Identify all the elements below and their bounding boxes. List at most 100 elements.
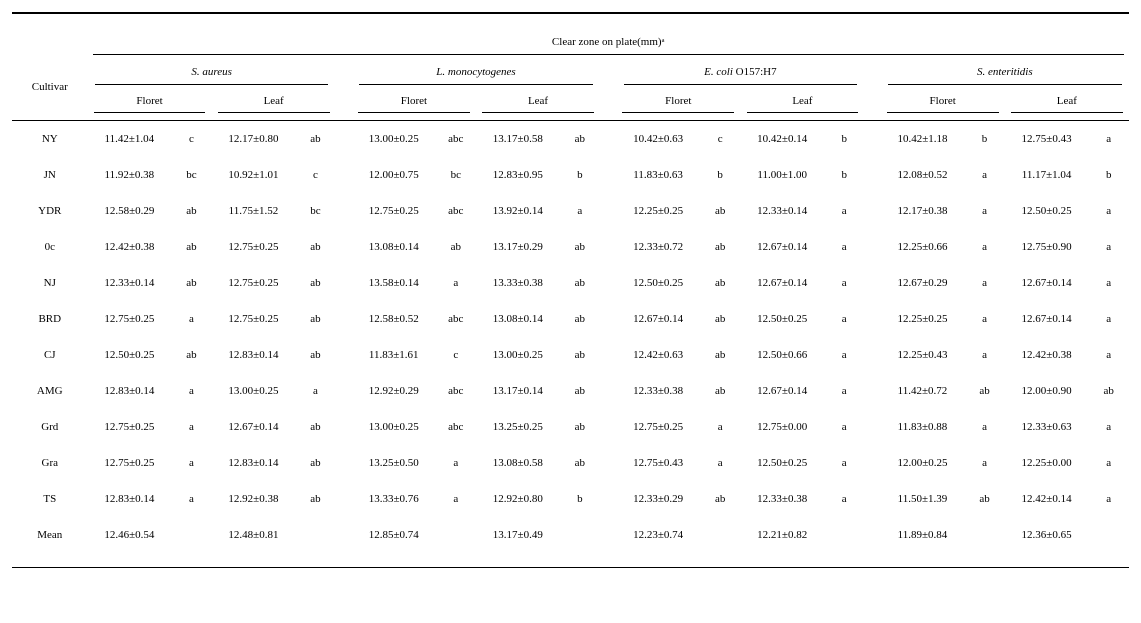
cultivar-cell: Gra bbox=[12, 445, 88, 481]
value-cell: 12.83±0.95 bbox=[476, 157, 560, 193]
sig-cell: ab bbox=[295, 481, 335, 517]
table-row bbox=[12, 553, 1129, 568]
group-header: S. enteritidis bbox=[888, 61, 1121, 85]
cultivar-cell: BRD bbox=[12, 301, 88, 337]
gap-cell bbox=[864, 157, 880, 193]
value-cell: 12.08±0.52 bbox=[881, 157, 965, 193]
table-row: AMG12.83±0.14a13.00±0.25a12.92±0.29abc13… bbox=[12, 373, 1129, 409]
sig-cell: a bbox=[964, 301, 1004, 337]
group-header: L. monocytogenes bbox=[359, 61, 592, 85]
value-cell: 12.33±0.38 bbox=[616, 373, 700, 409]
value-cell: 12.75±0.43 bbox=[1005, 121, 1089, 157]
gap-cell bbox=[600, 373, 616, 409]
sig-cell: ab bbox=[700, 229, 740, 265]
value-cell: 12.75±0.90 bbox=[1005, 229, 1089, 265]
value-cell: 12.50±0.25 bbox=[1005, 193, 1089, 229]
table-row: Cultivar S. aureus L. monocytogenes E. c… bbox=[12, 58, 1129, 88]
value-cell: 10.92±1.01 bbox=[212, 157, 296, 193]
value-cell: 12.67±0.14 bbox=[1005, 265, 1089, 301]
sig-cell: b bbox=[560, 157, 600, 193]
sig-cell bbox=[560, 517, 600, 553]
sig-cell: ab bbox=[295, 121, 335, 157]
sig-cell: b bbox=[964, 121, 1004, 157]
value-cell: 12.25±0.66 bbox=[881, 229, 965, 265]
gap-cell bbox=[864, 445, 880, 481]
cultivar-cell: 0c bbox=[12, 229, 88, 265]
sig-cell: b bbox=[824, 121, 864, 157]
sig-cell: ab bbox=[700, 373, 740, 409]
value-cell: 11.89±0.84 bbox=[881, 517, 965, 553]
sig-cell: a bbox=[1088, 265, 1129, 301]
sig-cell: ab bbox=[295, 445, 335, 481]
sig-cell: ab bbox=[295, 301, 335, 337]
sig-cell: abc bbox=[436, 373, 476, 409]
sig-cell: a bbox=[171, 445, 211, 481]
value-cell: 13.08±0.14 bbox=[476, 301, 560, 337]
sig-cell: ab bbox=[560, 229, 600, 265]
gap-cell bbox=[600, 517, 616, 553]
value-cell: 11.83±0.63 bbox=[616, 157, 700, 193]
gap-cell bbox=[600, 301, 616, 337]
table-row: YDR12.58±0.29ab11.75±1.52bc12.75±0.25abc… bbox=[12, 193, 1129, 229]
sig-cell: ab bbox=[171, 337, 211, 373]
value-cell: 12.42±0.38 bbox=[1005, 337, 1089, 373]
table-row: TS12.83±0.14a12.92±0.38ab13.33±0.76a12.9… bbox=[12, 481, 1129, 517]
sig-cell: a bbox=[436, 481, 476, 517]
value-cell: 12.75±0.25 bbox=[352, 193, 436, 229]
cultivar-cell: Mean bbox=[12, 517, 88, 553]
value-cell: 12.50±0.25 bbox=[88, 337, 172, 373]
value-cell: 12.42±0.63 bbox=[616, 337, 700, 373]
sig-cell: ab bbox=[560, 337, 600, 373]
sub-header: Leaf bbox=[482, 91, 594, 113]
sig-cell: a bbox=[964, 337, 1004, 373]
value-cell: 10.42±1.18 bbox=[881, 121, 965, 157]
sig-cell: a bbox=[824, 301, 864, 337]
cultivar-cell: NY bbox=[12, 121, 88, 157]
value-cell: 12.17±0.80 bbox=[212, 121, 296, 157]
value-cell: 13.33±0.76 bbox=[352, 481, 436, 517]
sig-cell: a bbox=[824, 265, 864, 301]
value-cell: 13.17±0.49 bbox=[476, 517, 560, 553]
group-header: E. coli O157:H7 bbox=[624, 61, 857, 85]
value-cell: 12.67±0.14 bbox=[740, 373, 824, 409]
cultivar-cell: NJ bbox=[12, 265, 88, 301]
value-cell: 12.75±0.00 bbox=[740, 409, 824, 445]
value-cell: 12.42±0.38 bbox=[88, 229, 172, 265]
cultivar-cell: YDR bbox=[12, 193, 88, 229]
sig-cell: c bbox=[700, 121, 740, 157]
sig-cell: ab bbox=[295, 229, 335, 265]
sig-cell: ab bbox=[171, 265, 211, 301]
sig-cell: a bbox=[1088, 445, 1129, 481]
sig-cell: ab bbox=[560, 121, 600, 157]
value-cell: 12.75±0.25 bbox=[212, 301, 296, 337]
sig-cell: a bbox=[964, 445, 1004, 481]
gap-cell bbox=[336, 229, 352, 265]
value-cell: 12.75±0.25 bbox=[616, 409, 700, 445]
sig-cell: a bbox=[436, 445, 476, 481]
sig-cell: ab bbox=[560, 301, 600, 337]
gap-cell bbox=[864, 481, 880, 517]
value-cell: 12.33±0.63 bbox=[1005, 409, 1089, 445]
gap-cell bbox=[600, 193, 616, 229]
sig-cell: bc bbox=[171, 157, 211, 193]
value-cell: 10.42±0.14 bbox=[740, 121, 824, 157]
sub-header: Floret bbox=[887, 91, 999, 113]
value-cell: 13.17±0.58 bbox=[476, 121, 560, 157]
sub-header: Leaf bbox=[747, 91, 859, 113]
value-cell: 11.00±1.00 bbox=[740, 157, 824, 193]
sig-cell: ab bbox=[560, 409, 600, 445]
value-cell: 11.75±1.52 bbox=[212, 193, 296, 229]
sig-cell: a bbox=[964, 157, 1004, 193]
value-cell: 12.58±0.52 bbox=[352, 301, 436, 337]
sig-cell: ab bbox=[436, 229, 476, 265]
value-cell: 11.83±1.61 bbox=[352, 337, 436, 373]
sig-cell: a bbox=[171, 409, 211, 445]
sig-cell: c bbox=[171, 121, 211, 157]
sig-cell: a bbox=[964, 409, 1004, 445]
cultivar-cell: JN bbox=[12, 157, 88, 193]
gap-cell bbox=[600, 409, 616, 445]
sig-cell: a bbox=[560, 193, 600, 229]
sig-cell: bc bbox=[436, 157, 476, 193]
table-row: NJ12.33±0.14ab12.75±0.25ab13.58±0.14a13.… bbox=[12, 265, 1129, 301]
sub-header: Floret bbox=[94, 91, 206, 113]
